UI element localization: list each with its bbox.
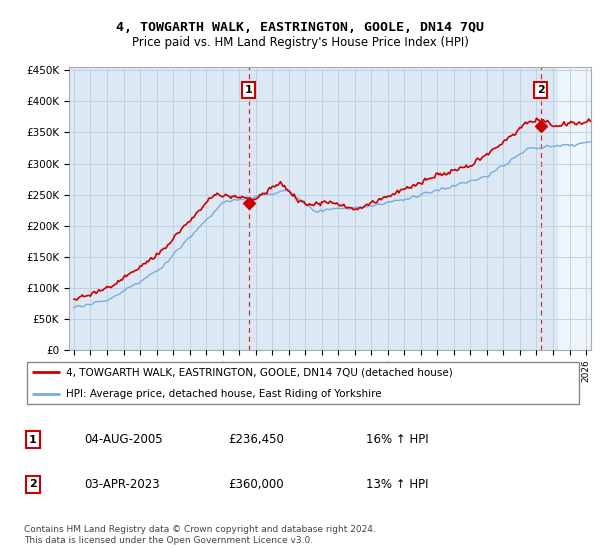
Text: Price paid vs. HM Land Registry's House Price Index (HPI): Price paid vs. HM Land Registry's House …	[131, 36, 469, 49]
Text: £360,000: £360,000	[228, 478, 284, 491]
Bar	[558, 67, 591, 350]
Text: 4, TOWGARTH WALK, EASTRINGTON, GOOLE, DN14 7QU: 4, TOWGARTH WALK, EASTRINGTON, GOOLE, DN…	[116, 21, 484, 34]
Text: Contains HM Land Registry data © Crown copyright and database right 2024.
This d: Contains HM Land Registry data © Crown c…	[24, 525, 376, 545]
Text: HPI: Average price, detached house, East Riding of Yorkshire: HPI: Average price, detached house, East…	[66, 389, 382, 399]
Text: 2: 2	[537, 85, 544, 95]
Text: 1: 1	[245, 85, 253, 95]
Text: £236,450: £236,450	[228, 433, 284, 446]
Text: 03-APR-2023: 03-APR-2023	[84, 478, 160, 491]
Text: 13% ↑ HPI: 13% ↑ HPI	[366, 478, 428, 491]
Text: 1: 1	[29, 435, 37, 445]
Text: 04-AUG-2005: 04-AUG-2005	[84, 433, 163, 446]
Text: 2: 2	[29, 479, 37, 489]
Text: 16% ↑ HPI: 16% ↑ HPI	[366, 433, 428, 446]
FancyBboxPatch shape	[27, 362, 579, 404]
Text: 4, TOWGARTH WALK, EASTRINGTON, GOOLE, DN14 7QU (detached house): 4, TOWGARTH WALK, EASTRINGTON, GOOLE, DN…	[66, 367, 452, 377]
